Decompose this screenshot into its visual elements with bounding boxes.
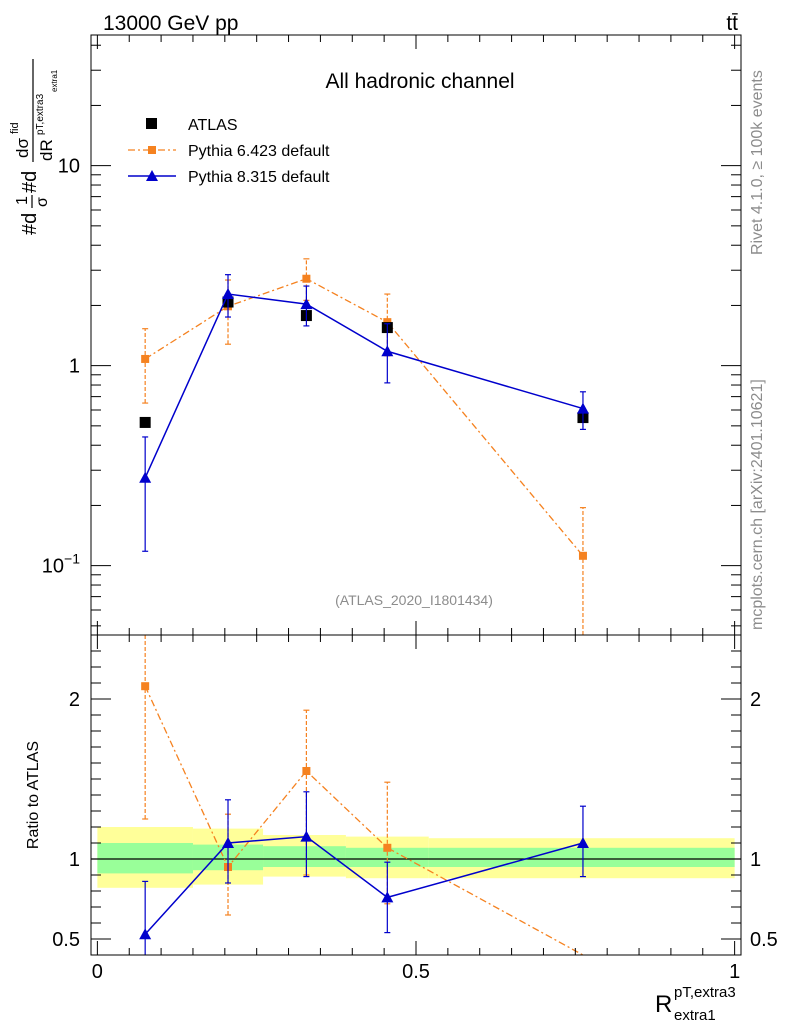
rivet-label: Rivet 4.1.0, ≥ 100k events [749,70,766,255]
mcplots-label: mcplots.cern.ch [arXiv:2401.10621] [749,379,766,630]
main-ylabel-part-e: dσ [13,138,32,158]
ratio-pythia8-point [139,928,152,940]
legend-pythia6-marker [148,146,156,154]
main-ylabel-part-i: extra1 [50,69,59,92]
legend: ATLAS Pythia 6.423 default Pythia 8.315 … [128,117,330,186]
main-series [139,258,589,635]
main-pythia6-point [141,354,150,363]
main-pythia8-point [576,402,589,414]
legend-pythia8-label: Pythia 8.315 default [188,169,330,186]
main-pythia6-point [578,551,587,560]
ratio-pythia8-point [576,837,589,848]
ratio-pythia6-point [141,682,150,691]
ratio-xtick-labels: 0 0.5 1 [92,961,740,983]
chart-title: All hadronic channel [325,70,514,93]
main-ylabel-part-b: 1 [14,196,31,205]
ratio-band-inner [97,843,193,874]
process-label: tt̄ [726,12,738,35]
xlabel-sup: pT,extra3 [674,984,736,1001]
ratio-ytick-label-left: 0.5 [52,929,80,951]
main-ytick-label: 1 [69,356,80,378]
legend-atlas-label: ATLAS [188,117,238,134]
main-panel: 10−1 1 10 All hadronic channel (ATLAS_2020… [9,34,742,636]
ratio-series [139,635,589,956]
ratio-band-inner [428,847,735,867]
ratio-ticks [91,634,741,956]
main-pythia8-point [139,471,152,483]
main-pythia8-point [381,345,394,357]
ratio-pythia6-point [302,767,311,775]
ratio-pythia6-point [383,843,392,852]
ratio-pythia6-line [144,685,584,956]
legend-pythia6-label: Pythia 6.423 default [188,143,330,160]
ratio-xtick-label: 1 [729,961,740,983]
legend-atlas-marker [146,118,157,129]
main-ytick-labels: 10−1 1 10 [42,156,80,578]
ratio-xtick-label: 0.5 [402,961,430,983]
ratio-ytick-labels: 0.5 0.5 1 1 2 2 [52,689,778,951]
main-ytick-label: 10−1 [42,551,80,578]
main-pythia8-point [222,288,235,300]
main-ticks [91,35,741,635]
main-pythia8-line [144,293,584,479]
ratio-ytick-label-right: 0.5 [750,929,778,951]
ratio-ytick-label-right: 2 [750,689,761,711]
ratio-panel: 0.5 0.51 12 2 0 0.5 1 Ratio to ATLAS R pT,ext… [25,634,778,1024]
ratio-ylabel: Ratio to ATLAS [25,741,42,849]
ratio-frame [90,634,742,956]
xlabel: R pT,extra3 extra1 [655,984,736,1024]
main-ylabel-part-g: dR [37,139,56,161]
main-ylabel-part-c: σ [34,197,51,207]
main-atlas-point [139,416,151,428]
main-ylabel: #d 1 σ #d dσ fid dR pT,extra3 extra1 [9,59,59,235]
main-ylabel-part-f: fid [9,122,21,134]
ratio-bands [97,827,735,888]
ratio-band-inner [345,847,429,867]
main-ytick-label: 10 [58,156,80,178]
ratio-ytick-label-left: 2 [69,689,80,711]
main-pythia8-point [300,298,313,310]
main-ylabel-part-d: #d [19,171,41,193]
main-pythia6-point [302,274,311,283]
main-pythia6-line [144,278,584,557]
ratio-ytick-label-right: 1 [750,849,761,871]
xlabel-base: R [655,991,672,1018]
ratio-pythia8-point [381,891,394,903]
main-ylabel-part-h: pT,extra3 [35,93,46,135]
energy-label: 13000 GeV pp [103,12,238,35]
xlabel-sub: extra1 [674,1007,716,1024]
main-ylabel-part-a: #d [19,213,41,235]
ratio-pythia8-point [300,830,313,842]
ratio-ytick-label-left: 1 [69,849,80,871]
ratio-pythia8-point [222,837,235,848]
analysis-label: (ATLAS_2020_I1801434) [335,592,493,608]
ratio-xtick-label: 0 [92,961,103,983]
legend-pythia8-marker [146,170,158,181]
